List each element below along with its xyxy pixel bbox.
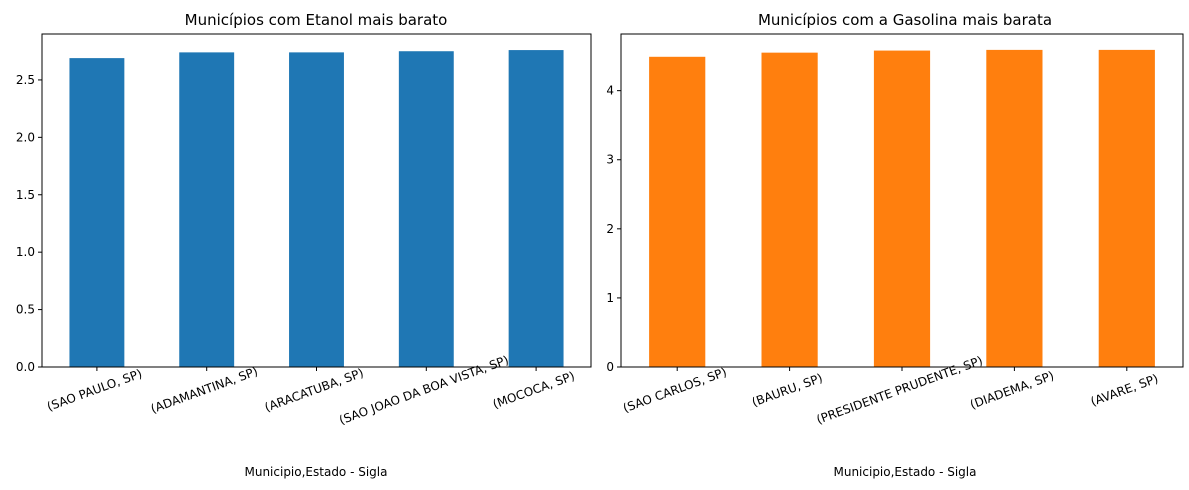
chart-title: Municípios com a Gasolina mais barata <box>758 11 1052 29</box>
y-tick-label: 1 <box>606 291 614 305</box>
y-ticks: 0.0 0.5 1.0 1.5 2.0 2.5 <box>16 73 42 374</box>
gasolina-chart: Municípios com a Gasolina mais barata 0 1… <box>606 11 1184 479</box>
x-tick-label: (DIADEMA, SP) <box>968 368 1056 411</box>
y-ticks: 0 1 2 3 4 <box>606 84 621 374</box>
x-tick-label: (BAURU, SP) <box>750 371 825 410</box>
y-tick-label: 1.0 <box>16 245 35 259</box>
y-tick-label: 0.0 <box>16 360 35 374</box>
bar <box>69 58 125 367</box>
y-tick-label: 0 <box>606 360 614 374</box>
y-tick-label: 3 <box>606 153 614 167</box>
y-tick-label: 1.5 <box>16 188 35 202</box>
y-tick-label: 2 <box>606 222 614 236</box>
chart-title: Municípios com Etanol mais barato <box>185 11 448 29</box>
x-tick-label: (SAO CARLOS, SP) <box>621 365 728 416</box>
bar <box>289 52 344 368</box>
x-tick-label: (MOCOCA, SP) <box>491 369 577 412</box>
bar <box>398 51 454 368</box>
y-tick-label: 2.5 <box>16 73 35 87</box>
bars-group <box>69 50 564 368</box>
etanol-chart: Municípios com Etanol mais barato 0.0 0.5… <box>16 11 592 479</box>
y-tick-label: 0.5 <box>16 303 35 317</box>
x-tick-label: (ADAMANTINA, SP) <box>149 364 260 416</box>
y-tick-label: 4 <box>606 84 614 98</box>
bar <box>649 56 706 367</box>
bar <box>508 50 564 367</box>
bar <box>873 50 931 368</box>
bar <box>1098 49 1155 367</box>
x-tick-label: (ARACATUBA, SP) <box>263 366 366 415</box>
x-tick-label: (SAO PAULO, SP) <box>45 366 144 413</box>
bars-group <box>649 49 1155 368</box>
bar <box>179 52 235 368</box>
x-axis-label: Municipio,Estado - Sigla <box>833 465 976 479</box>
bar <box>986 49 1043 367</box>
plot-frame <box>620 33 1184 368</box>
y-tick-label: 2.0 <box>16 130 35 144</box>
bar <box>761 52 818 367</box>
plot-frame <box>41 33 592 368</box>
x-tick-label: (AVARE, SP) <box>1089 371 1160 408</box>
x-axis-label: Municipio,Estado - Sigla <box>244 465 387 479</box>
